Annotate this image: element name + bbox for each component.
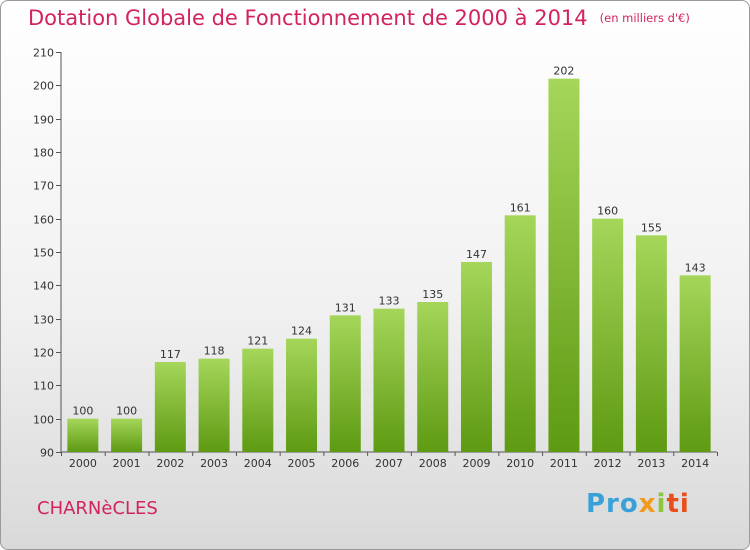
bar xyxy=(592,218,624,452)
x-tick-label: 2010 xyxy=(506,457,534,470)
chart-bars xyxy=(67,78,711,453)
y-tick-label: 200 xyxy=(33,80,54,93)
data-label: 202 xyxy=(553,65,574,78)
x-tick-label: 2004 xyxy=(244,457,272,470)
chart-title: Dotation Globale de Fonctionnement de 20… xyxy=(28,6,588,30)
bar xyxy=(67,418,99,452)
data-label: 147 xyxy=(466,248,487,261)
x-tick-label: 2008 xyxy=(419,457,447,470)
y-tick-label: 140 xyxy=(33,280,54,293)
bar xyxy=(679,275,711,452)
bar xyxy=(286,338,318,452)
x-tick-label: 2011 xyxy=(550,457,578,470)
data-label: 118 xyxy=(204,345,225,358)
proxiti-logo: Proxiti xyxy=(586,489,690,519)
bar xyxy=(329,315,361,452)
y-tick-label: 150 xyxy=(33,247,54,260)
y-tick-label: 130 xyxy=(33,314,54,327)
y-tick-label: 190 xyxy=(33,114,54,127)
bar xyxy=(111,418,143,452)
x-tick-label: 2006 xyxy=(331,457,359,470)
data-label: 131 xyxy=(335,301,356,314)
logo-part-1: Pro xyxy=(586,489,639,519)
x-tick-label: 2001 xyxy=(113,457,141,470)
bar xyxy=(373,308,405,452)
chart-title-line: Dotation Globale de Fonctionnement de 20… xyxy=(28,6,690,30)
bar xyxy=(242,348,274,452)
y-tick-label: 120 xyxy=(33,347,54,360)
data-label: 117 xyxy=(160,348,181,361)
x-tick-label: 2002 xyxy=(156,457,184,470)
x-tick-label: 2005 xyxy=(288,457,316,470)
data-label: 155 xyxy=(641,221,662,234)
chart-unit: (en milliers d'€) xyxy=(599,11,690,25)
x-tick-label: 2000 xyxy=(69,457,97,470)
logo-part-2: x xyxy=(638,489,657,519)
y-tick-label: 100 xyxy=(33,414,54,427)
bar xyxy=(154,362,186,452)
commune-name: CHARNèCLES xyxy=(37,498,158,519)
logo-part-3: i xyxy=(656,489,667,519)
y-tick-label: 170 xyxy=(33,180,54,193)
logo-part-4: ti xyxy=(666,489,690,519)
y-tick-label: 180 xyxy=(33,147,54,160)
x-tick-label: 2014 xyxy=(681,457,709,470)
data-label: 121 xyxy=(247,335,268,348)
y-tick-label: 160 xyxy=(33,214,54,227)
x-tick-label: 2007 xyxy=(375,457,403,470)
x-tick-label: 2012 xyxy=(594,457,622,470)
bar xyxy=(548,78,580,453)
x-tick-label: 2013 xyxy=(637,457,665,470)
data-label: 100 xyxy=(116,405,137,418)
chart-labels: 100 2000 100 2001 117 2002 118 2003 121 2004 124 20… xyxy=(69,65,709,470)
data-label: 143 xyxy=(685,261,706,274)
y-tick-label: 110 xyxy=(33,380,54,393)
data-label: 100 xyxy=(72,405,93,418)
bar xyxy=(635,235,667,452)
bar xyxy=(504,215,536,452)
y-tick-label: 90 xyxy=(40,447,54,460)
bar xyxy=(198,358,230,452)
data-label: 135 xyxy=(422,288,443,301)
bar xyxy=(460,262,492,452)
x-tick-label: 2009 xyxy=(462,457,490,470)
data-label: 124 xyxy=(291,325,312,338)
data-label: 133 xyxy=(379,295,400,308)
x-tick-label: 2003 xyxy=(200,457,228,470)
data-label: 160 xyxy=(597,205,618,218)
bar xyxy=(417,302,449,452)
chart-axes: 90 100 110 120 130 140 150 160 170 180 190 200 210 xyxy=(33,47,718,460)
data-label: 161 xyxy=(510,201,531,214)
y-tick-label: 210 xyxy=(33,47,54,60)
